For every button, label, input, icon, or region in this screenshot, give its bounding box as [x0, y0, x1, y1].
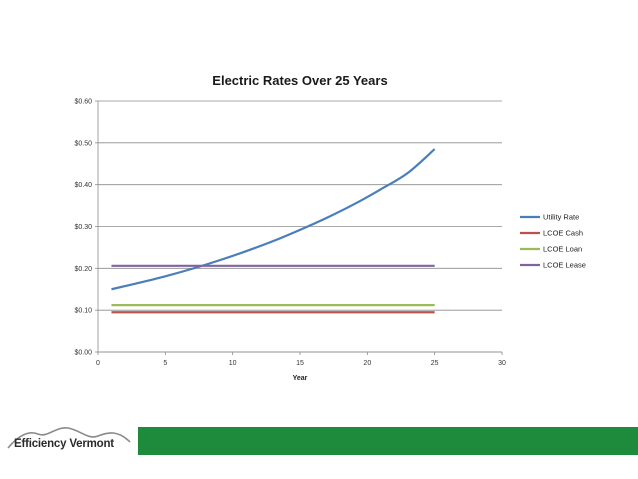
- legend-label-lcoe-lease: LCOE Lease: [543, 261, 586, 270]
- mountain-outline-icon: [7, 427, 131, 449]
- series-line-utility-rate: [111, 148, 436, 291]
- legend-label-lcoe-loan: LCOE Loan: [543, 245, 582, 254]
- y-tick-label: $0.00: [74, 350, 92, 357]
- chart-title: Electric Rates Over 25 Years: [212, 73, 387, 88]
- x-axis-label: Year: [293, 375, 308, 382]
- x-tick-label: 10: [229, 360, 237, 367]
- x-tick-label: 20: [363, 360, 371, 367]
- y-tick-label: $0.40: [74, 182, 92, 189]
- footer-bar: [138, 427, 638, 455]
- y-tick-label: $0.30: [74, 224, 92, 231]
- y-tick-label: $0.60: [74, 99, 92, 106]
- x-tick-label: 15: [296, 360, 304, 367]
- logo-text: Efficiency Vermont: [14, 438, 114, 450]
- legend: Utility Rate LCOE Cash LCOE Loan LCOE Lease: [520, 213, 586, 270]
- x-tick-label: 0: [96, 360, 100, 367]
- series-lines: [111, 148, 436, 314]
- axes: [97, 101, 503, 355]
- y-tick-label: $0.10: [74, 308, 92, 315]
- y-tick-label: $0.20: [74, 266, 92, 273]
- y-tick-label: $0.50: [74, 140, 92, 147]
- x-tick-label: 30: [498, 360, 506, 367]
- y-tick-labels: $0.00 $0.10 $0.20 $0.30 $0.40 $0.50 $0.60: [74, 99, 92, 357]
- gridlines: [95, 100, 502, 353]
- legend-label-lcoe-cash: LCOE Cash: [543, 229, 583, 238]
- legend-label-utility-rate: Utility Rate: [543, 213, 579, 222]
- x-tick-labels: 0 5 10 15 20 25 30: [96, 360, 506, 367]
- chart: Electric Rates Over 25 Years $0.00$0.10$…: [74, 73, 586, 382]
- efficiency-vermont-logo: [6, 420, 136, 460]
- x-tick-label: 5: [163, 360, 167, 367]
- x-tick-label: 25: [431, 360, 439, 367]
